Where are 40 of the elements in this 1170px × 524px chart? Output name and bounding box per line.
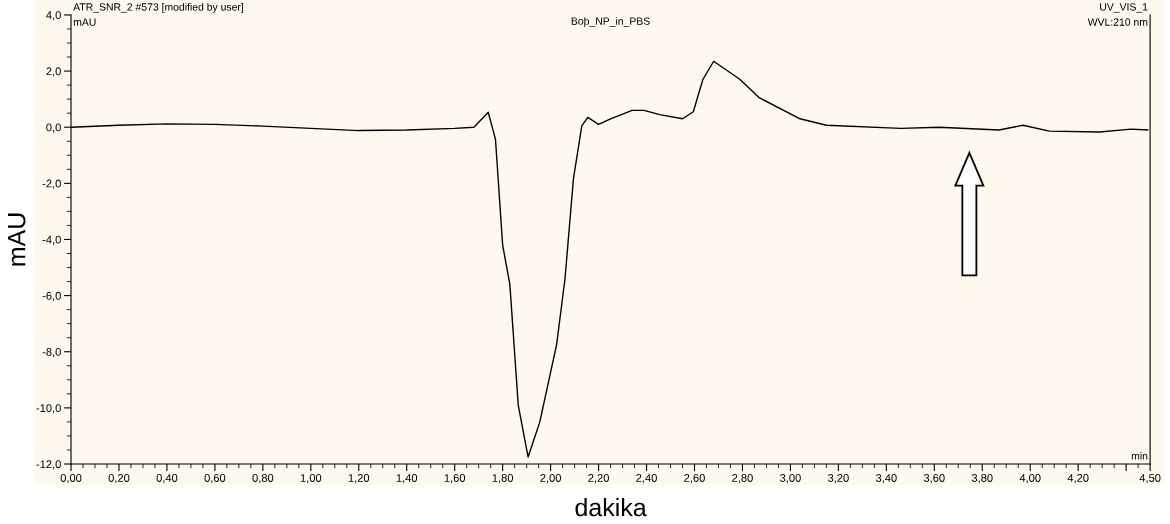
y-axis-title: mAU — [8, 213, 26, 266]
x-tick-label: 2,20 — [588, 474, 609, 484]
x-tick-label: 3,40 — [875, 474, 897, 484]
x-tick-label: 3,20 — [827, 474, 849, 484]
y-tick-label: 0,0 — [46, 123, 61, 133]
annotation: min — [1131, 452, 1148, 460]
x-tick-label: 3,00 — [780, 474, 801, 484]
y-tick-label: -10,0 — [36, 404, 61, 414]
y-tick-label: 2,0 — [46, 67, 61, 77]
x-tick-label: 2,40 — [636, 474, 657, 484]
x-axis-title: dakika — [575, 497, 647, 517]
x-tick-label: 0,60 — [204, 474, 226, 484]
x-tick-label: 1,00 — [300, 474, 322, 484]
x-tick-label: 3,60 — [923, 474, 945, 484]
x-tick-label: 1,40 — [396, 474, 418, 484]
x-tick-label: 2,80 — [732, 474, 753, 484]
x-tick-label: 0,40 — [156, 474, 178, 484]
y-tick-label: -8,0 — [42, 348, 61, 358]
x-tick-label: 0,20 — [108, 474, 130, 484]
y-tick-label: -12,0 — [36, 460, 61, 470]
x-tick-label: 4,50 — [1139, 474, 1161, 484]
text: UV_VIS_1 — [1100, 3, 1148, 13]
x-tick-label: 3,80 — [971, 474, 993, 484]
x-tick-label: 1,60 — [444, 474, 466, 484]
x-tick-label: 1,20 — [348, 474, 370, 484]
y-tick-label: 4,0 — [46, 11, 61, 21]
x-tick-label: 2,60 — [684, 474, 705, 484]
x-tick-label: 0,00 — [60, 474, 82, 484]
x-tick-label: 4,00 — [1019, 474, 1041, 484]
text: ATR_SNR_2 #573 [modified by user] — [73, 2, 244, 13]
x-tick-label: 0,80 — [252, 474, 274, 484]
y-tick-label: -4,0 — [42, 235, 61, 245]
annotation: mAU — [73, 18, 96, 26]
annotation: WVL:210 nm — [1087, 18, 1148, 26]
x-tick-label: 2,00 — [540, 474, 561, 484]
chart-title: Boþ_NP_in_PBS — [571, 17, 650, 27]
y-tick-label: -2,0 — [42, 179, 61, 189]
x-tick-label: 4,20 — [1067, 474, 1089, 484]
x-tick-label: 1,80 — [492, 474, 514, 484]
y-tick-label: -6,0 — [42, 291, 61, 302]
